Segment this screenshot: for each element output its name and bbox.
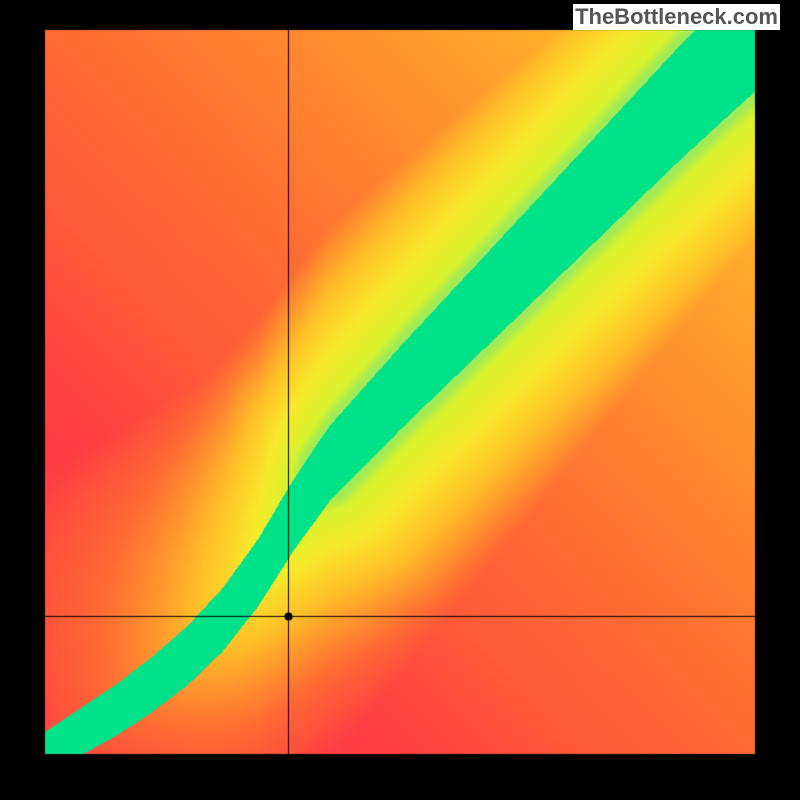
watermark-text: TheBottleneck.com [573,4,780,30]
chart-container: TheBottleneck.com [0,0,800,800]
heatmap-canvas [0,0,800,800]
